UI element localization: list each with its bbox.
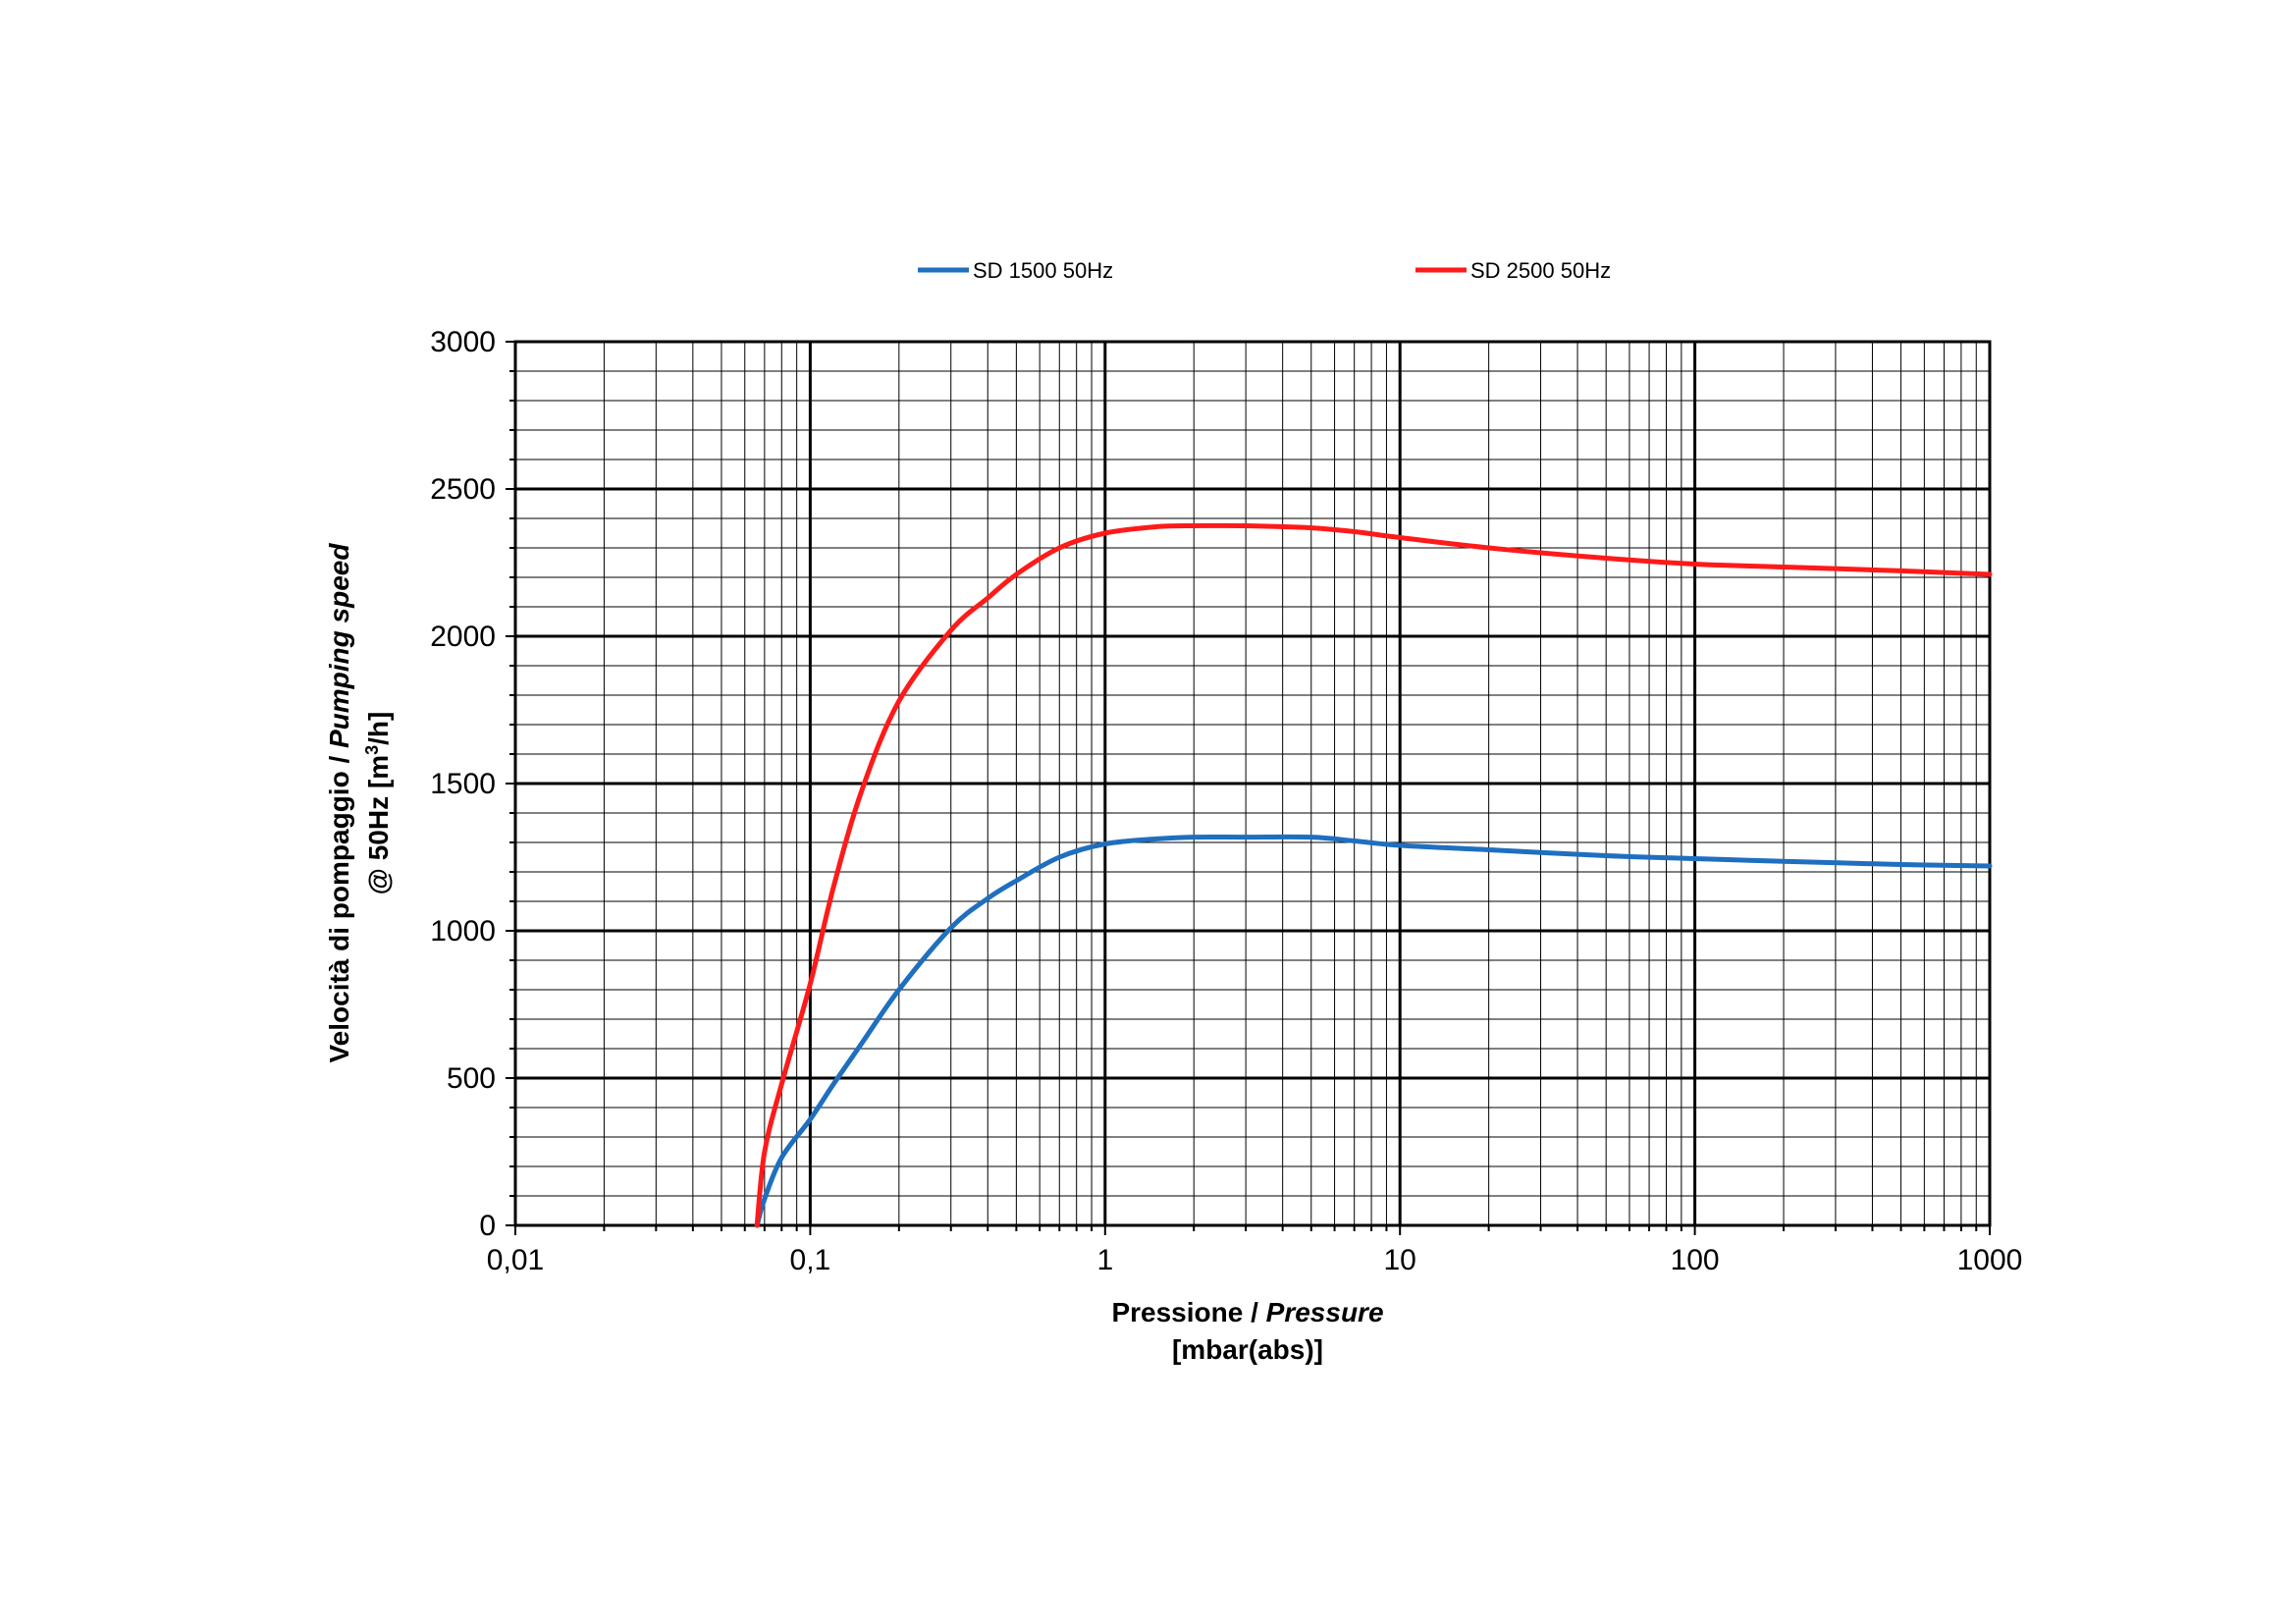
x-tick-label: 1 xyxy=(1096,1244,1113,1276)
x-tick-label: 0,1 xyxy=(790,1244,831,1276)
y-tick-labels: 0 500 1000 1500 2000 2500 3000 xyxy=(430,326,496,1242)
y-tick-label: 2000 xyxy=(430,621,496,653)
legend-label-1: SD 1500 50Hz xyxy=(973,258,1113,283)
y-axis-unit-suffix: /h] xyxy=(363,712,394,745)
x-tick-label: 0,01 xyxy=(487,1244,544,1276)
x-tick-label: 10 xyxy=(1384,1244,1416,1276)
y-tick-label: 1500 xyxy=(430,768,496,800)
series-line-1 xyxy=(754,834,1993,1228)
x-tick-label: 1000 xyxy=(1957,1244,2023,1276)
y-tick-label: 500 xyxy=(447,1062,496,1095)
y-axis-unit-superscript: 3 xyxy=(362,745,382,755)
y-axis-title: Velocità di pompaggio / Pumping speed xyxy=(324,543,354,1063)
x-tick-labels: 0,01 0,1 1 10 100 1000 xyxy=(487,1244,2023,1276)
x-tick-label: 100 xyxy=(1671,1244,1720,1276)
y-tick-label: 0 xyxy=(479,1210,496,1242)
x-axis-title-plain: Pressione / xyxy=(1111,1297,1265,1327)
y-tick-label: 1000 xyxy=(430,915,496,947)
legend: SD 1500 50Hz SD 2500 50Hz xyxy=(918,258,1611,283)
legend-label-2: SD 2500 50Hz xyxy=(1470,258,1611,283)
series-layer xyxy=(754,522,1993,1228)
y-axis-title-plain: Velocità di pompaggio / xyxy=(324,748,354,1062)
grid-major-lines xyxy=(513,340,1992,1227)
x-axis-title-italic: Pressure xyxy=(1266,1297,1384,1327)
x-axis-unit: [mbar(abs)] xyxy=(1172,1334,1323,1365)
y-tick-label: 3000 xyxy=(430,326,496,358)
series-line-2 xyxy=(754,522,1993,1228)
y-axis-unit-prefix: @ 50Hz [m xyxy=(363,755,394,894)
axis-tick-marks xyxy=(506,341,1991,1235)
y-tick-label: 2500 xyxy=(430,473,496,506)
y-axis-unit: @ 50Hz [m3/h] xyxy=(362,712,394,895)
y-axis-title-italic: Pumping speed xyxy=(324,543,354,748)
x-axis-title: Pressione / Pressure xyxy=(1111,1297,1383,1327)
